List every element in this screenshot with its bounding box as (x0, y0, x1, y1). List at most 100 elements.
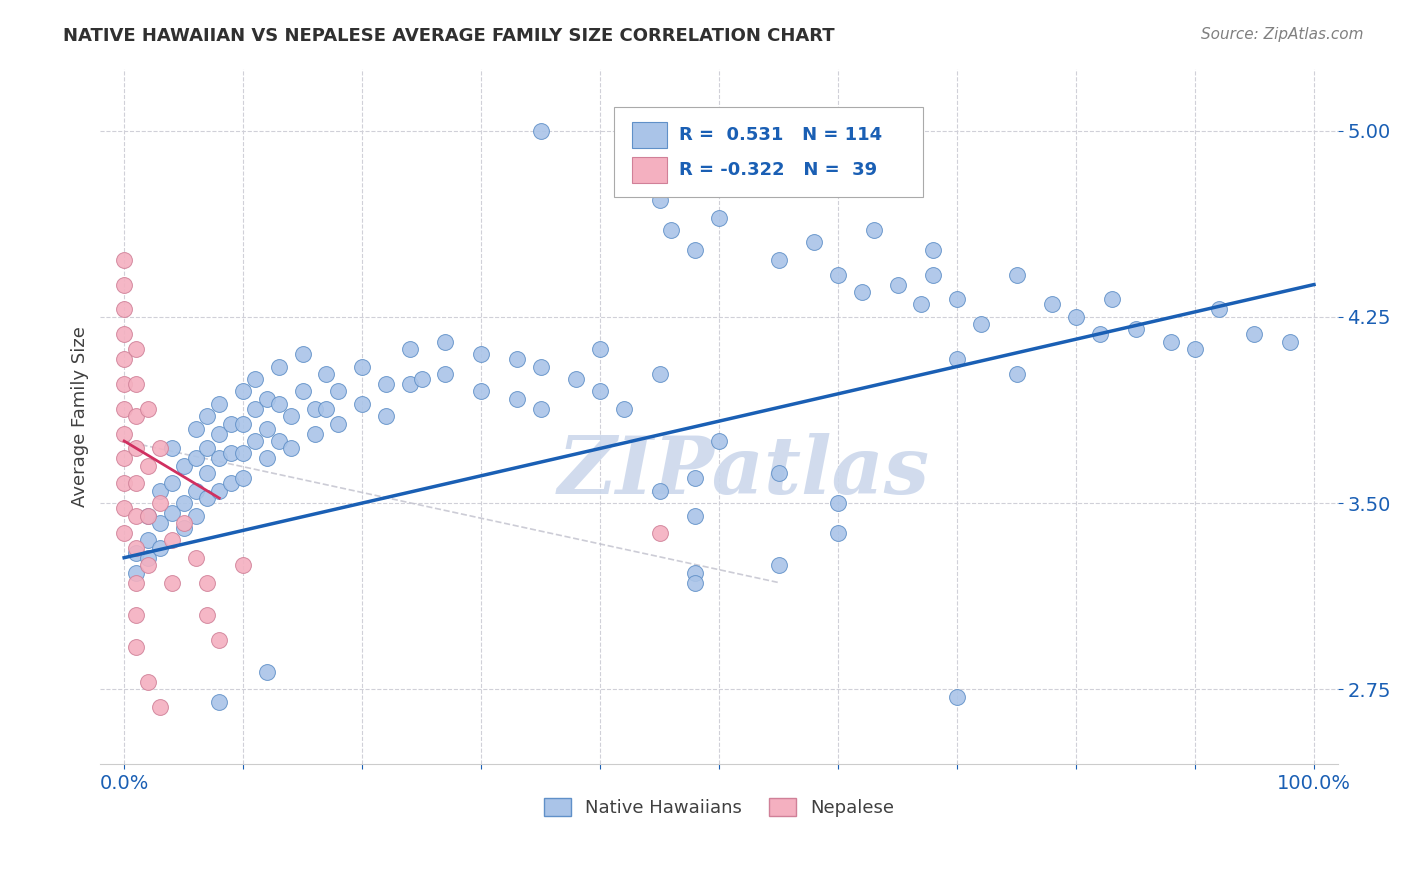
Point (827, 268, 849, 282)
Point (184, 451, 207, 466)
Text: R =  0.531   N = 114: R = 0.531 N = 114 (679, 127, 883, 145)
Point (267, 397, 290, 411)
Point (411, 372, 433, 386)
Point (398, 376, 420, 391)
FancyBboxPatch shape (614, 107, 924, 197)
Point (149, 442, 172, 456)
Point (112, 277, 135, 292)
Point (125, 575, 148, 590)
Point (707, 434, 730, 448)
Point (184, 550, 207, 565)
Point (112, 252, 135, 267)
Point (112, 376, 135, 391)
Point (125, 566, 148, 580)
Point (125, 442, 148, 456)
Point (112, 525, 135, 540)
Text: NATIVE HAWAIIAN VS NEPALESE AVERAGE FAMILY SIZE CORRELATION CHART: NATIVE HAWAIIAN VS NEPALESE AVERAGE FAMI… (63, 27, 835, 45)
Point (208, 426, 231, 441)
Point (184, 483, 207, 498)
Point (160, 476, 183, 491)
Point (219, 417, 242, 431)
Point (648, 193, 671, 207)
Point (243, 372, 266, 386)
Point (970, 318, 993, 332)
Point (529, 401, 551, 416)
Point (910, 297, 932, 311)
Point (267, 434, 290, 448)
Point (125, 409, 148, 424)
Y-axis label: Average Family Size: Average Family Size (72, 326, 89, 507)
Point (768, 252, 790, 267)
Point (149, 516, 172, 530)
Point (125, 541, 148, 555)
Point (125, 607, 148, 622)
Point (352, 359, 374, 374)
Point (648, 483, 671, 498)
Point (208, 695, 231, 709)
Point (256, 451, 278, 466)
Point (280, 442, 302, 456)
Point (328, 417, 350, 431)
Point (304, 426, 326, 441)
Point (149, 541, 172, 555)
Point (1184, 342, 1206, 356)
Point (685, 508, 707, 523)
Point (208, 632, 231, 647)
Point (125, 376, 148, 391)
Point (136, 508, 159, 523)
Point (1040, 297, 1063, 311)
Point (1101, 293, 1123, 307)
Point (125, 640, 148, 654)
Point (197, 442, 219, 456)
Point (529, 123, 551, 137)
Point (434, 367, 457, 381)
Point (768, 558, 790, 573)
Point (112, 426, 135, 441)
Point (160, 442, 183, 456)
Point (232, 384, 254, 399)
Point (125, 476, 148, 491)
Point (374, 376, 396, 391)
Point (374, 409, 396, 424)
Point (922, 268, 945, 282)
Point (685, 471, 707, 485)
Point (125, 342, 148, 356)
Point (136, 458, 159, 473)
Point (827, 525, 849, 540)
Point (565, 372, 588, 386)
Point (136, 558, 159, 573)
Point (280, 409, 302, 424)
Point (1125, 322, 1147, 336)
Point (1064, 310, 1087, 324)
Point (208, 397, 231, 411)
Point (434, 334, 457, 349)
Point (149, 483, 172, 498)
Point (529, 359, 551, 374)
Point (862, 223, 884, 237)
Point (648, 367, 671, 381)
Point (851, 285, 873, 299)
Point (197, 607, 219, 622)
Point (112, 302, 135, 317)
Point (1243, 327, 1265, 342)
Point (232, 446, 254, 460)
Point (1088, 327, 1111, 342)
Point (685, 566, 707, 580)
Point (197, 575, 219, 590)
Point (256, 421, 278, 435)
Point (232, 558, 254, 573)
Point (112, 451, 135, 466)
Point (136, 550, 159, 565)
Point (173, 496, 195, 510)
Point (232, 471, 254, 485)
Point (506, 392, 529, 406)
Point (184, 508, 207, 523)
Point (648, 525, 671, 540)
Point (112, 476, 135, 491)
Point (112, 501, 135, 516)
Point (208, 483, 231, 498)
Point (173, 521, 195, 535)
Point (352, 397, 374, 411)
Point (112, 327, 135, 342)
Point (922, 243, 945, 257)
